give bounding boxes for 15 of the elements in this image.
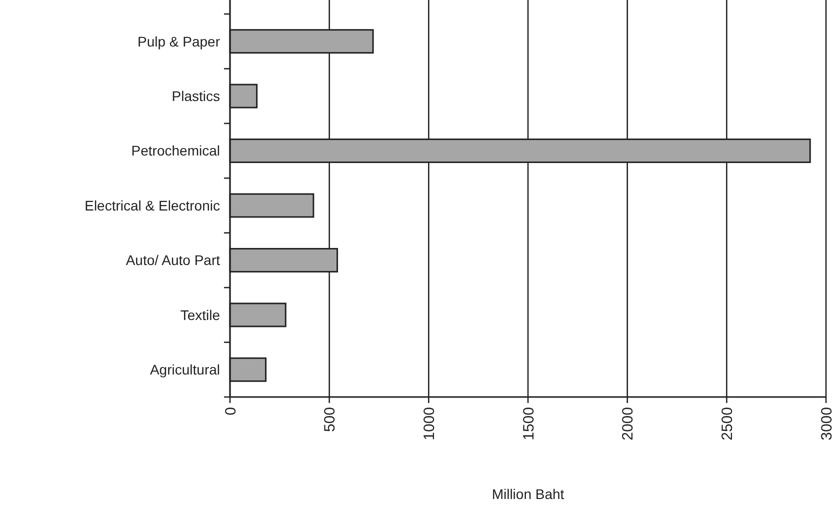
y-tick-label: Petrochemical: [131, 142, 220, 159]
y-tick-label: Pulp & Paper: [138, 33, 220, 50]
x-tick-label: 500: [322, 407, 339, 432]
x-tick-label: 3000: [818, 407, 836, 440]
y-tick-label: Agricultural: [150, 362, 220, 378]
y-tick-label: Electrical & Electronic: [84, 197, 220, 214]
y-tick-label: Textile: [180, 306, 220, 323]
x-tick-label: 2000: [620, 407, 637, 440]
y-tick-label: Plastics: [172, 88, 220, 104]
x-axis-title: Million Baht: [492, 486, 564, 502]
y-tick-label: Auto/ Auto Part: [126, 252, 220, 268]
x-tick-label: 0: [222, 407, 240, 416]
x-tick-label: 1500: [520, 407, 538, 440]
x-tick-label: 1000: [420, 407, 438, 440]
x-tick-label: 2500: [718, 407, 736, 440]
